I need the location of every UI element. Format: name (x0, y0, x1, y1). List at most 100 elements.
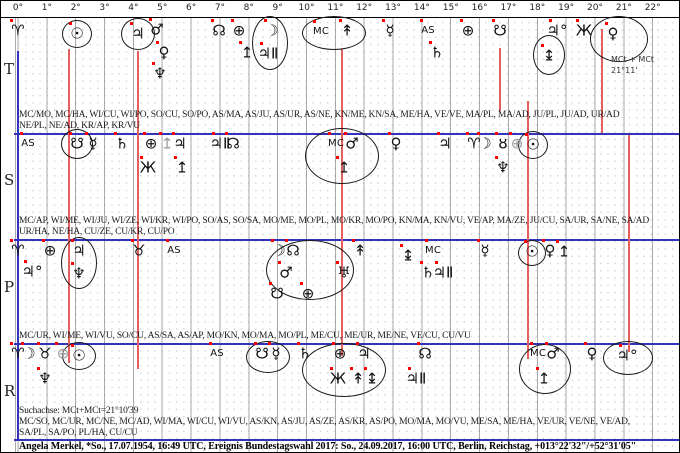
trigger-dot (71, 262, 74, 265)
point-label-AS-t[interactable]: AS (421, 25, 435, 36)
search-axis-marker-line1: MCt + MCt (611, 55, 655, 64)
glyph-MA-s[interactable]: ♂ (345, 134, 359, 153)
glyph-JU-r[interactable]: ♃° (616, 346, 638, 365)
glyph-VE-s[interactable]: ♀ (390, 134, 402, 153)
glyph-PO-s[interactable]: Ж (139, 158, 157, 177)
glyph-CU-s[interactable]: ⊕ (510, 134, 524, 153)
glyph-PO-t[interactable]: Ж (575, 21, 593, 40)
glyph-JU-t[interactable]: ♃° (546, 21, 568, 40)
glyph-KN-s[interactable]: ☊ (226, 134, 240, 153)
glyph-SA-s[interactable]: ♄ (115, 134, 129, 153)
glyph-UR-p[interactable]: ♅ (337, 263, 351, 282)
glyph-JU-p[interactable]: ♃° (21, 262, 43, 281)
glyph-UR-s[interactable]: ȣ (498, 134, 508, 153)
glyph-NE-s[interactable]: ♆ (496, 158, 510, 177)
glyph-JU-r[interactable]: ♃ (357, 344, 371, 363)
glyph-HA-p[interactable]: ☋ (270, 284, 284, 303)
glyph-ZE-p[interactable]: ↥ (557, 242, 571, 261)
glyph-ME-p[interactable]: ☿ (480, 241, 490, 260)
glyph-JU-p[interactable]: ♃ (72, 241, 86, 260)
glyph-SA-t[interactable]: ♄ (430, 43, 444, 62)
glyph-ME-t[interactable]: ☿ (385, 21, 395, 40)
glyph-KN-r[interactable]: ☊ (418, 344, 432, 363)
glyph-HA-r[interactable]: ☋ (255, 344, 269, 363)
glyph-SA-p[interactable]: ♄ (421, 263, 435, 282)
glyph-NE-t[interactable]: ♆ (153, 64, 167, 83)
trigger-dot (619, 344, 622, 347)
glyph-MA-t[interactable]: ♂ (150, 20, 164, 39)
glyph-CU-t[interactable]: ⊕ (232, 21, 246, 40)
glyph-AD-r[interactable]: ↨ (365, 369, 379, 388)
glyph-SO-s[interactable]: ☉ (526, 135, 540, 154)
glyph-AP-t[interactable]: ♃Ⅱ (257, 44, 279, 63)
glyph-WI-p[interactable]: ♈ (11, 241, 25, 260)
glyph-KN-p[interactable]: ☊ (286, 241, 300, 260)
glyph-JU-s[interactable]: ♃ (438, 134, 452, 153)
glyph-ME-s[interactable]: ☿ (88, 134, 98, 153)
trigger-line (68, 49, 70, 363)
glyph-HA-s[interactable]: ☋ (70, 134, 84, 153)
glyph-VU-p[interactable]: ⊕ (43, 241, 57, 260)
glyph-CU-p[interactable]: ⊕ (301, 284, 315, 303)
glyph-UR-p[interactable]: ♉ (132, 241, 146, 260)
glyph-ZE-s[interactable]: ↥ (175, 158, 189, 177)
glyph-ME-r[interactable]: ☿ (271, 344, 281, 363)
glyph-VE-r[interactable]: ♀ (586, 344, 598, 363)
point-label-MC-s[interactable]: MC (327, 138, 345, 149)
glyph-VU-s[interactable]: ↥ (160, 134, 174, 153)
trigger-dot (429, 41, 432, 44)
glyph-CU-r[interactable]: ⊕ (333, 344, 347, 363)
glyph-KR-r[interactable]: ↟ (351, 369, 365, 388)
glyph-KN-t[interactable]: ☊ (212, 21, 226, 40)
glyph-JU-s[interactable]: ♃ (173, 134, 187, 153)
glyph-AP-p[interactable]: ♃Ⅱ (432, 263, 454, 282)
ruler-degree-label: 18° (529, 3, 546, 13)
trigger-dot (231, 19, 234, 22)
glyph-ZE-t[interactable]: ↥ (240, 43, 254, 62)
point-label-AS-s[interactable]: AS (21, 138, 35, 149)
glyph-VE-p[interactable]: ♀ (544, 241, 556, 260)
glyph-ZE-r[interactable]: ↥ (537, 369, 551, 388)
glyph-WI-s[interactable]: ♈ (467, 134, 481, 153)
ruler-degree-label: 0° (12, 3, 24, 13)
trigger-dot (536, 367, 539, 370)
glyph-MO-s[interactable]: ☽ (478, 134, 492, 153)
glyph-MO-t[interactable]: ☽ (265, 21, 279, 40)
glyph-UR-r[interactable]: ♉ (38, 344, 52, 363)
glyph-AD-t[interactable]: ↨ (542, 46, 556, 65)
point-label-MC-p[interactable]: MC (424, 245, 442, 256)
glyph-VE-t[interactable]: ♀ (607, 24, 619, 43)
glyph-SO-p[interactable]: ☉ (525, 242, 539, 261)
glyph-CU-s[interactable]: ⊕ (144, 134, 158, 153)
cluster-ellipse (62, 342, 96, 370)
glyph-JU-t[interactable]: ♃ (131, 24, 145, 43)
glyph-HA-t[interactable]: ☋ (493, 21, 507, 40)
glyph-SA-r[interactable]: ♄ (298, 344, 312, 363)
glyph-VU-r[interactable]: ⊕ (56, 344, 70, 363)
point-label-MC-r[interactable]: MC (529, 348, 547, 359)
point-label-AS-p[interactable]: AS (167, 245, 181, 256)
glyph-MO-p[interactable]: ☽ (272, 241, 286, 260)
glyph-WI-t[interactable]: ♈ (11, 21, 25, 40)
glyph-VU-t[interactable]: ⊕ (461, 21, 475, 40)
glyph-KR-t[interactable]: ↟ (340, 21, 354, 40)
glyph-SO-t[interactable]: ☉ (70, 24, 84, 43)
glyph-PO-r[interactable]: Ж (329, 369, 347, 388)
glyph-AD-p[interactable]: ↨ (401, 246, 415, 265)
band-label-S: S (4, 171, 15, 189)
glyph-NE-p[interactable]: ♆ (72, 264, 86, 283)
glyph-KR-p[interactable]: ↟ (353, 241, 367, 260)
glyph-NE-r[interactable]: ♆ (38, 369, 52, 388)
glyph-MA-p[interactable]: ♂ (279, 263, 293, 282)
glyph-AP-s[interactable]: ♃Ⅱ (209, 134, 231, 153)
point-label-MC-t[interactable]: MC (312, 26, 330, 37)
glyph-SO-r[interactable]: ☉ (72, 346, 86, 365)
glyph-AP-r[interactable]: ♃Ⅱ (405, 369, 427, 388)
point-label-AS-r[interactable]: AS (210, 348, 224, 359)
glyph-WI-r[interactable]: ♈ (11, 344, 25, 363)
glyph-MA-r[interactable]: ♂ (546, 344, 560, 363)
glyph-VE-t[interactable]: ♀ (158, 43, 170, 62)
glyph-MO-r[interactable]: ☽ (22, 344, 36, 363)
glyph-ZE-s[interactable]: ↥ (337, 158, 351, 177)
